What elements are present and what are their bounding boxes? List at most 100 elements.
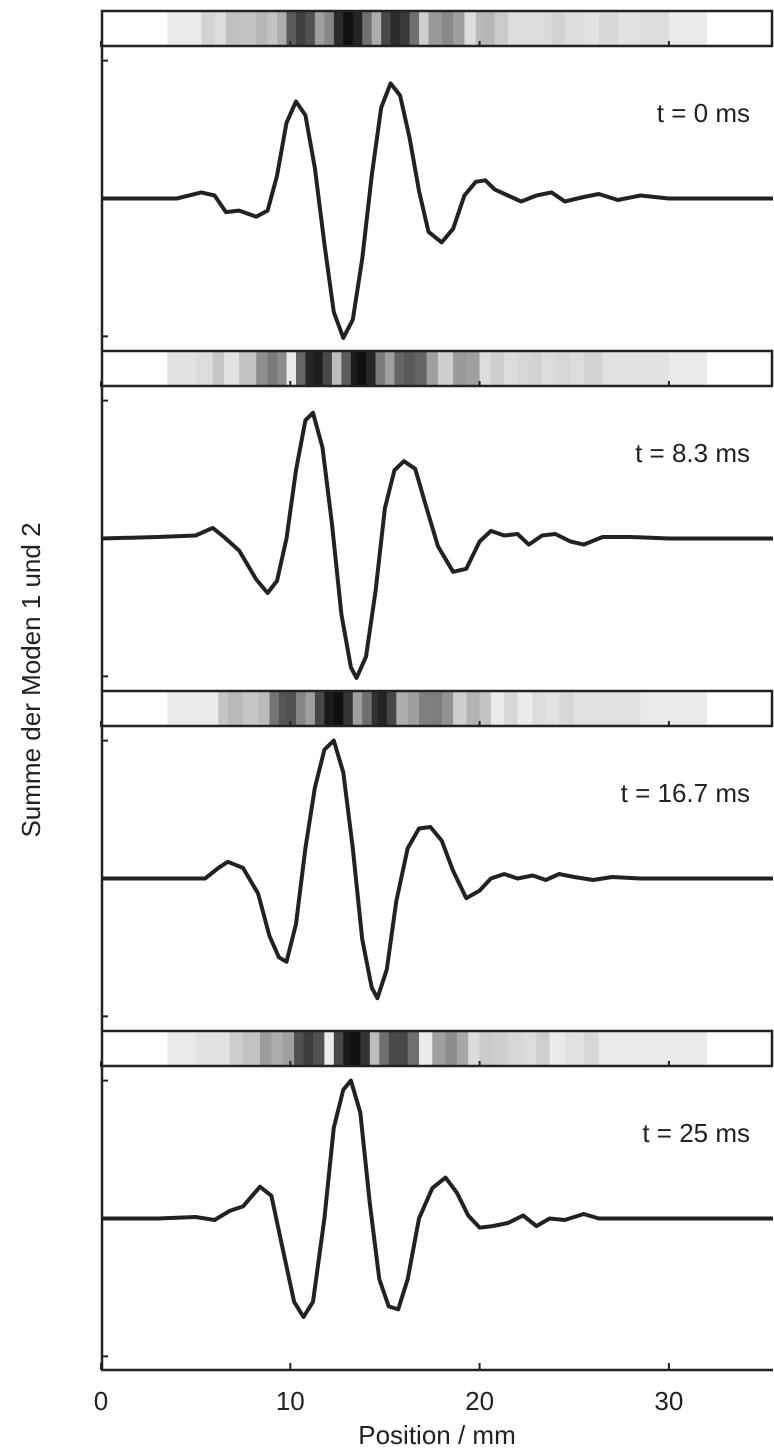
- annotation: t = 0 ms: [657, 98, 750, 128]
- intensity-cell: [479, 692, 492, 725]
- intensity-cell: [441, 12, 454, 45]
- intensity-cell: [258, 692, 270, 725]
- intensity-cell: [352, 12, 363, 45]
- intensity-cell: [668, 12, 708, 45]
- intensity-cell: [343, 692, 354, 725]
- intensity-cell: [593, 692, 613, 725]
- intensity-cell: [195, 1032, 216, 1065]
- intensity-cell: [227, 692, 244, 725]
- intensity-cell: [195, 352, 214, 385]
- intensity-cell: [504, 352, 518, 385]
- annotation: t = 8.3 ms: [635, 438, 750, 468]
- intensity-cell: [343, 1032, 352, 1065]
- intensity-cell: [269, 692, 280, 725]
- intensity-cell: [492, 1032, 509, 1065]
- intensity-cell: [602, 352, 632, 385]
- intensity-cell: [388, 1032, 399, 1065]
- intensity-cell: [631, 352, 670, 385]
- intensity-cell: [277, 352, 288, 385]
- intensity-cell: [640, 12, 670, 45]
- intensity-cell: [398, 1032, 409, 1065]
- intensity-cell: [542, 352, 556, 385]
- intensity-cell: [331, 352, 342, 385]
- intensity-cell: [403, 352, 416, 385]
- intensity-cell: [341, 352, 352, 385]
- intensity-cell: [583, 1032, 600, 1065]
- intensity-cell: [366, 352, 376, 385]
- intensity-cell: [466, 352, 481, 385]
- intensity-cell: [574, 692, 594, 725]
- intensity-cell: [475, 12, 486, 45]
- intensity-cell: [536, 1032, 551, 1065]
- intensity-cell: [445, 1032, 458, 1065]
- intensity-cell: [350, 1032, 361, 1065]
- intensity-cell: [295, 352, 306, 385]
- intensity-cell: [352, 692, 363, 725]
- intensity-cell: [242, 1032, 261, 1065]
- intensity-cell: [549, 1032, 566, 1065]
- intensity-cell: [218, 692, 229, 725]
- x-tick-label: 20: [465, 1386, 494, 1416]
- curve: [101, 738, 773, 1001]
- intensity-cell: [507, 1032, 524, 1065]
- intensity-cell: [419, 12, 429, 45]
- intensity-cell: [350, 352, 358, 385]
- intensity-cell: [407, 1032, 420, 1065]
- intensity-cell: [507, 12, 522, 45]
- intensity-cell: [286, 692, 297, 725]
- intensity-cell: [176, 692, 206, 725]
- intensity-cell: [668, 1032, 708, 1065]
- intensity-cell: [570, 352, 585, 385]
- intensity-cell: [295, 692, 306, 725]
- intensity-cell: [504, 692, 518, 725]
- intensity-cell: [313, 1032, 325, 1065]
- intensity-cell: [305, 12, 316, 45]
- intensity-cell: [167, 12, 178, 45]
- intensity-cell: [286, 352, 297, 385]
- intensity-cell: [517, 692, 534, 725]
- intensity-cell: [256, 12, 269, 45]
- intensity-cell: [564, 12, 585, 45]
- intensity-cell: [521, 12, 537, 45]
- intensity-cell: [479, 352, 492, 385]
- intensity-cell: [523, 1032, 537, 1065]
- intensity-cell: [430, 692, 443, 725]
- intensity-cell: [668, 352, 708, 385]
- x-axis-label: Position / mm: [358, 1420, 516, 1450]
- intensity-cell: [468, 1032, 481, 1065]
- curve: [101, 81, 773, 340]
- intensity-cell: [369, 1032, 380, 1065]
- intensity-cell: [212, 352, 225, 385]
- intensity-cell: [621, 1032, 670, 1065]
- intensity-cell: [286, 12, 297, 45]
- intensity-cell: [528, 352, 543, 385]
- intensity-cell: [617, 12, 641, 45]
- intensity-cell: [271, 1032, 284, 1065]
- intensity-cell: [362, 692, 373, 725]
- intensity-cell: [267, 12, 278, 45]
- intensity-cell: [214, 1032, 231, 1065]
- intensity-cell: [583, 12, 600, 45]
- intensity-cell: [612, 692, 641, 725]
- intensity-cell: [415, 352, 428, 385]
- intensity-cell: [282, 1032, 295, 1065]
- intensity-cell: [305, 692, 316, 725]
- intensity-cell: [583, 352, 604, 385]
- intensity-cell: [167, 352, 197, 385]
- intensity-cell: [464, 12, 477, 45]
- intensity-cell: [362, 12, 373, 45]
- intensity-cell: [545, 692, 560, 725]
- intensity-cell: [167, 1032, 197, 1065]
- intensity-cell: [324, 692, 335, 725]
- intensity-cell: [453, 352, 467, 385]
- intensity-cell: [490, 352, 505, 385]
- intensity-cell: [333, 1032, 344, 1065]
- intensity-cell: [485, 12, 496, 45]
- strip-frame: [100, 689, 774, 728]
- intensity-cell: [441, 692, 454, 725]
- intensity-cell: [396, 692, 409, 725]
- intensity-cell: [260, 1032, 272, 1065]
- intensity-cell: [176, 12, 202, 45]
- intensity-cell: [437, 352, 454, 385]
